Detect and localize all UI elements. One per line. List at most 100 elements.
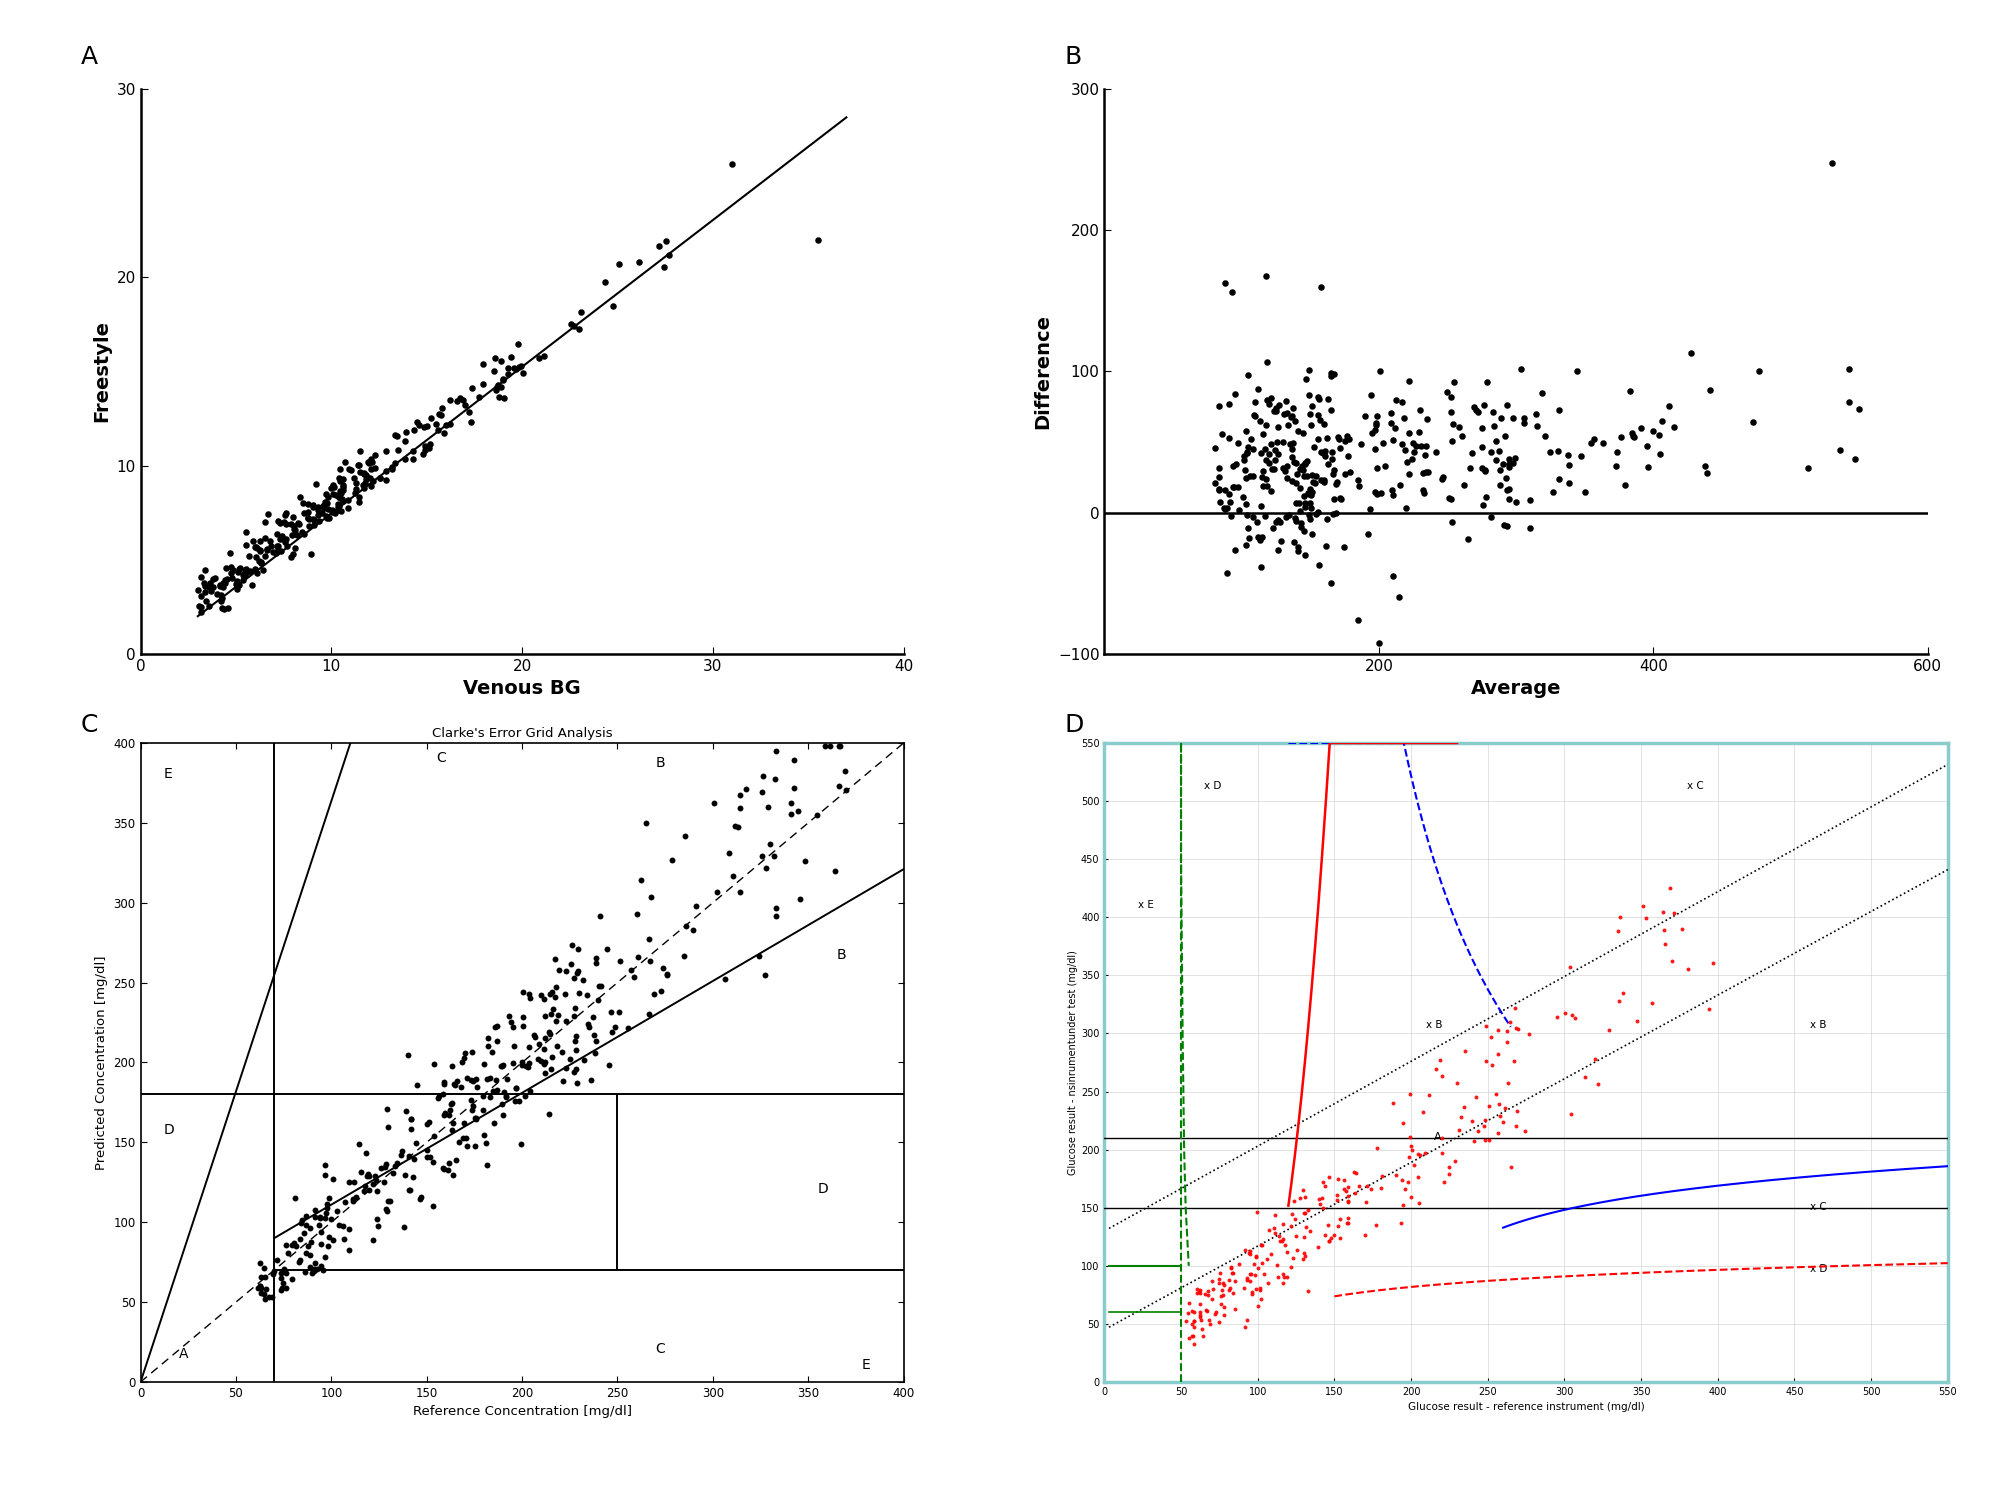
- Point: [297, 493, 329, 517]
- Point: [1742, 358, 1774, 382]
- Point: [1469, 484, 1501, 508]
- Point: [1385, 1211, 1417, 1235]
- Point: [1170, 1309, 1202, 1333]
- Point: [650, 961, 682, 985]
- Point: [211, 568, 243, 591]
- Point: [1331, 424, 1363, 447]
- Point: [1409, 443, 1441, 467]
- Point: [1288, 490, 1321, 514]
- Point: [255, 535, 287, 559]
- Point: [1278, 1224, 1311, 1248]
- Point: [540, 975, 572, 999]
- Point: [381, 1152, 413, 1175]
- Point: [1172, 1291, 1204, 1315]
- Point: [652, 244, 684, 267]
- Point: [1212, 426, 1244, 450]
- Point: [1278, 471, 1311, 495]
- Point: [1262, 392, 1295, 416]
- Point: [253, 529, 285, 553]
- Point: [205, 574, 237, 597]
- Point: [185, 600, 217, 624]
- Point: [347, 476, 379, 499]
- Point: [1244, 1233, 1276, 1257]
- Point: [1212, 481, 1244, 505]
- Point: [1507, 412, 1539, 435]
- Point: [313, 496, 345, 520]
- Point: [331, 487, 363, 511]
- Point: [1238, 404, 1270, 428]
- Point: [490, 1085, 522, 1109]
- Point: [1244, 1233, 1276, 1257]
- Point: [193, 575, 225, 599]
- Point: [195, 572, 227, 596]
- Point: [251, 502, 283, 526]
- Point: [1276, 397, 1309, 421]
- Point: [1658, 901, 1690, 924]
- Point: [1286, 1201, 1319, 1224]
- Point: [1252, 452, 1284, 476]
- Point: [1278, 409, 1311, 432]
- Point: [1303, 403, 1335, 426]
- Point: [1176, 1312, 1208, 1336]
- Point: [446, 1051, 478, 1074]
- Point: [305, 1254, 337, 1278]
- Point: [371, 1114, 403, 1138]
- Point: [1632, 455, 1664, 478]
- Point: [1391, 1171, 1423, 1195]
- Point: [751, 795, 783, 819]
- Point: [1479, 449, 1511, 473]
- Point: [438, 1073, 470, 1097]
- Point: [389, 1164, 421, 1187]
- Point: [528, 1037, 560, 1061]
- Point: [448, 1042, 480, 1065]
- Point: [189, 574, 221, 597]
- Point: [313, 1226, 345, 1250]
- Point: [269, 504, 301, 528]
- Point: [1288, 519, 1321, 542]
- Point: [421, 1086, 454, 1110]
- Point: [1377, 565, 1409, 588]
- Point: [397, 1147, 429, 1171]
- Point: [648, 229, 680, 253]
- Point: [241, 536, 273, 560]
- Point: [309, 1164, 341, 1187]
- Point: [1395, 1134, 1427, 1158]
- Point: [696, 791, 729, 814]
- Point: [512, 1055, 544, 1079]
- Point: [1403, 398, 1435, 422]
- Point: [496, 1010, 528, 1034]
- Point: [468, 1083, 500, 1107]
- Point: [1297, 435, 1329, 459]
- Point: [1497, 997, 1529, 1021]
- Point: [1409, 461, 1441, 484]
- Point: [1190, 1297, 1222, 1321]
- Point: [317, 476, 349, 499]
- Point: [813, 734, 845, 758]
- Point: [1307, 1196, 1339, 1220]
- Point: [251, 538, 283, 562]
- Point: [1407, 1100, 1439, 1123]
- Point: [1459, 398, 1491, 422]
- Point: [434, 1103, 466, 1126]
- Point: [1248, 449, 1280, 473]
- Point: [452, 401, 484, 425]
- Point: [1331, 1175, 1363, 1199]
- Point: [1252, 392, 1284, 416]
- Point: [1485, 407, 1517, 431]
- Point: [1608, 473, 1640, 496]
- Point: [1499, 1016, 1531, 1040]
- Point: [309, 1245, 341, 1269]
- Point: [427, 1082, 460, 1106]
- Point: [375, 456, 407, 480]
- Point: [486, 369, 518, 392]
- Point: [1309, 444, 1341, 468]
- Point: [1218, 538, 1250, 562]
- Point: [371, 1097, 403, 1120]
- Point: [1832, 357, 1865, 380]
- Text: x D: x D: [1204, 782, 1220, 792]
- Point: [1258, 447, 1291, 471]
- Point: [1210, 496, 1242, 520]
- Point: [560, 1058, 592, 1082]
- Point: [568, 1048, 600, 1071]
- Point: [1365, 1175, 1397, 1199]
